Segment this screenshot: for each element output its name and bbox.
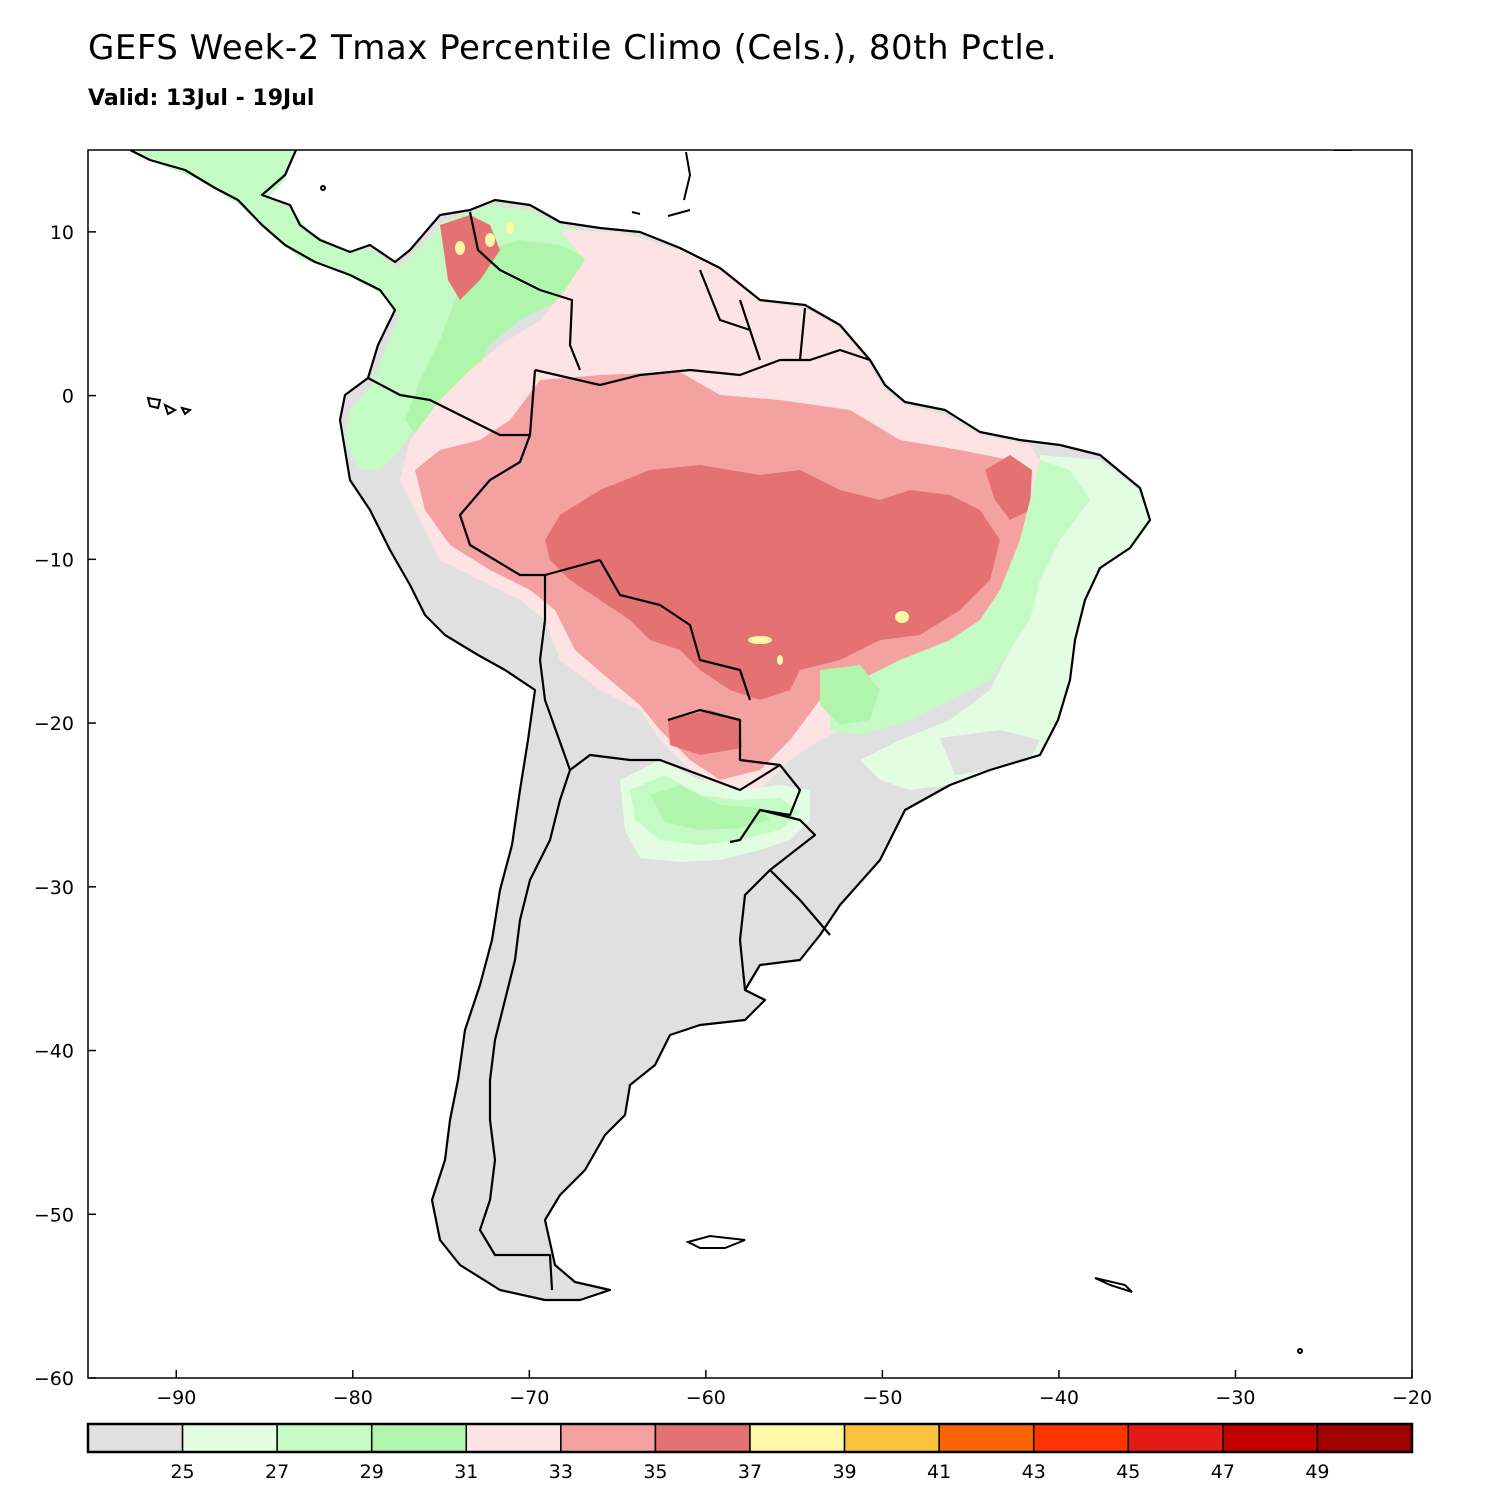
colorbar-swatch bbox=[87, 1423, 184, 1453]
colorbar-swatch bbox=[654, 1423, 751, 1453]
y-axis-ticks: 10 0 −10 −20 −30 −40 −50 −60 bbox=[34, 222, 96, 1390]
colorbar-label: 41 bbox=[927, 1461, 951, 1483]
region-37-39-east bbox=[985, 455, 1032, 520]
x-tick-label: −60 bbox=[686, 1387, 726, 1409]
colorbar-swatch bbox=[276, 1423, 373, 1453]
x-tick-label: −80 bbox=[333, 1387, 373, 1409]
border-bolivia-brazil bbox=[599, 559, 752, 701]
colorbar-swatch bbox=[1222, 1423, 1319, 1453]
colorbar: 25 27 29 31 33 35 37 39 41 43 45 47 49 bbox=[86, 1422, 1414, 1483]
border-guyana-suriname bbox=[698, 269, 807, 361]
y-tick-label: −30 bbox=[34, 877, 74, 899]
y-tick-label: 0 bbox=[62, 386, 74, 408]
y-tick-label: −50 bbox=[34, 1204, 74, 1226]
border-peru-brazil bbox=[458, 434, 601, 577]
y-tick-label: −10 bbox=[34, 549, 74, 571]
map-layers bbox=[129, 150, 1352, 1354]
colorbar-swatch bbox=[1316, 1423, 1413, 1453]
colorbar-frame bbox=[86, 1422, 1414, 1454]
region-27-29-east-brazil bbox=[860, 455, 1150, 790]
islands bbox=[146, 150, 1352, 1354]
y-tick-label: −60 bbox=[34, 1368, 74, 1390]
small-island-2 bbox=[1297, 1348, 1303, 1354]
colorbar-swatch bbox=[560, 1423, 657, 1453]
x-tick-label: −90 bbox=[156, 1387, 196, 1409]
x-tick-label: −70 bbox=[509, 1387, 549, 1409]
colorbar-label: 45 bbox=[1116, 1461, 1140, 1483]
colorbar-label: 25 bbox=[170, 1461, 194, 1483]
border-colombia-venezuela bbox=[468, 211, 582, 371]
colorbar-swatch bbox=[1127, 1423, 1224, 1453]
region-37-39-venezuela bbox=[440, 215, 500, 300]
colorbar-label: 29 bbox=[360, 1461, 384, 1483]
colorbar-label: 39 bbox=[832, 1461, 856, 1483]
map-title: GEFS Week-2 Tmax Percentile Climo (Cels.… bbox=[88, 28, 1058, 68]
border-brazil-north bbox=[534, 348, 871, 387]
border-argentina-brazil-uruguay bbox=[738, 808, 831, 991]
colorbar-swatch bbox=[749, 1423, 846, 1453]
region-39-spot-2 bbox=[895, 611, 909, 623]
country-borders bbox=[129, 150, 1152, 1302]
border-paraguay bbox=[667, 708, 802, 844]
colorbar-label: 49 bbox=[1305, 1461, 1329, 1483]
y-tick-label: 10 bbox=[50, 222, 74, 244]
border-bolivia-paraguay-argentina bbox=[569, 753, 801, 792]
region-below-25-southeast bbox=[940, 730, 1040, 775]
colorbar-label: 31 bbox=[454, 1461, 478, 1483]
colorbar-label: 27 bbox=[265, 1461, 289, 1483]
colorbar-swatch bbox=[181, 1423, 278, 1453]
colorbar-label: 43 bbox=[1022, 1461, 1046, 1483]
colorbar-swatch bbox=[370, 1423, 468, 1453]
y-tick-label: −20 bbox=[34, 713, 74, 735]
falkland-islands bbox=[685, 1234, 746, 1249]
colorbar-label: 33 bbox=[549, 1461, 573, 1483]
region-31-33-east-brazil bbox=[820, 665, 880, 725]
region-39-spot-3 bbox=[777, 655, 783, 665]
galapagos-islands bbox=[146, 396, 193, 416]
region-39-spot-5 bbox=[485, 233, 495, 247]
region-39-spot-1 bbox=[748, 636, 772, 644]
valid-period-subtitle: Valid: 13Jul - 19Jul bbox=[88, 86, 315, 111]
region-29-31-east-brazil bbox=[830, 460, 1090, 735]
colorbar-label: 37 bbox=[738, 1461, 762, 1483]
plot-frame bbox=[87, 149, 1413, 1379]
border-chile-argentina bbox=[478, 769, 572, 1291]
coastline bbox=[129, 150, 1152, 1302]
border-bolivia-peru-chile bbox=[538, 575, 572, 771]
region-39-spot-4 bbox=[455, 241, 465, 255]
y-tick-label: −40 bbox=[34, 1041, 74, 1063]
region-31-33-south bbox=[650, 785, 770, 830]
caribbean-islands bbox=[631, 151, 692, 217]
colorbar-swatch bbox=[938, 1423, 1035, 1453]
colorbar-label: 35 bbox=[643, 1461, 667, 1483]
colorbar-label: 47 bbox=[1211, 1461, 1235, 1483]
region-39-spot-6 bbox=[506, 222, 514, 234]
region-37-39-amazon bbox=[545, 465, 1000, 700]
x-tick-label: −20 bbox=[1392, 1387, 1432, 1409]
small-island-1 bbox=[320, 185, 326, 191]
x-tick-label: −30 bbox=[1215, 1387, 1255, 1409]
colorbar-swatch bbox=[1032, 1423, 1130, 1453]
colorbar-swatch bbox=[465, 1423, 562, 1453]
x-tick-label: −40 bbox=[1039, 1387, 1079, 1409]
south-georgia bbox=[1094, 1277, 1133, 1293]
x-tick-label: −50 bbox=[862, 1387, 902, 1409]
colorbar-swatch bbox=[843, 1423, 940, 1453]
region-37-39-paraguay bbox=[668, 710, 742, 755]
x-axis-ticks: −90 −80 −70 −60 −50 −40 −30 −20 bbox=[156, 1370, 1432, 1409]
